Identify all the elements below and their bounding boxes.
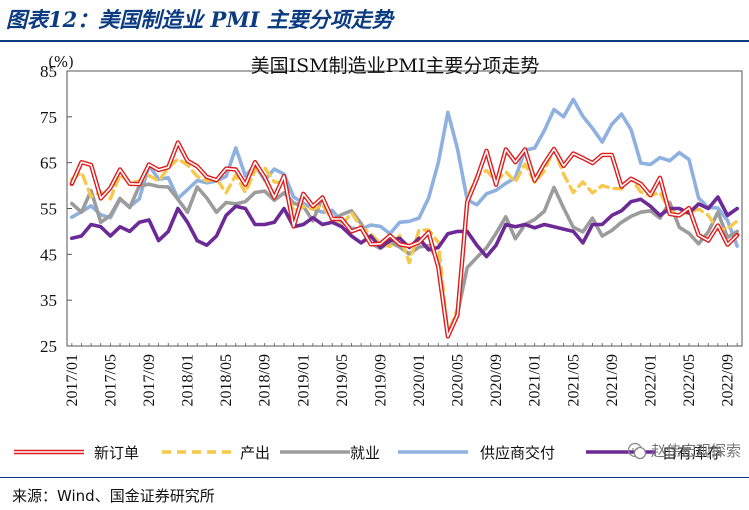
legend-label: 新订单 (94, 444, 139, 462)
legend-label: 供应商交付 (480, 444, 555, 462)
x-tick-label: 2021/05 (565, 354, 582, 406)
legend: 新订单 产出 就业 供应商交付 自有库存 (14, 444, 722, 462)
y-tick-label: 75 (40, 108, 57, 127)
series-line-1-inner (71, 141, 738, 338)
chart: 25 35 45 55 65 75 85 2017/01 2017/05 2017/09 2018/… (14, 53, 743, 462)
x-tick-label: 2018/05 (218, 354, 235, 406)
legend-label: 就业 (350, 444, 380, 462)
series-line-5 (70, 195, 739, 259)
plot-frame (66, 70, 743, 347)
source-divider (0, 477, 749, 478)
series-line-4 (70, 97, 739, 248)
x-tick-label: 2018/01 (180, 354, 197, 406)
x-tick-label: 2022/01 (642, 354, 659, 406)
y-axis-unit: (%) (48, 53, 74, 71)
x-tick-label: 2020/05 (450, 354, 467, 406)
legend-label: 产出 (240, 444, 270, 462)
series-line-3 (70, 182, 739, 337)
x-tick-label: 2017/09 (141, 354, 158, 406)
legend-label: 自有库存 (662, 444, 722, 462)
x-tick-label: 2019/05 (334, 354, 351, 406)
y-tick-label: 45 (40, 245, 57, 264)
x-tick-label: 2018/09 (257, 354, 274, 406)
x-tick-label: 2019/01 (295, 354, 312, 406)
y-tick-label: 65 (40, 154, 57, 173)
title-divider (0, 40, 749, 42)
y-tick-label: 85 (40, 62, 57, 81)
x-tick-label: 2020/01 (411, 354, 428, 406)
series-line-1 (69, 140, 740, 339)
wechat-icon (627, 442, 647, 459)
series-group (69, 97, 740, 339)
y-tick-label: 55 (40, 200, 57, 219)
watermark: 赵伟宏观探索 (627, 440, 741, 461)
x-tick-label: 2017/05 (102, 354, 119, 406)
x-tick-label: 2022/05 (681, 354, 698, 406)
y-tick-label: 35 (40, 291, 57, 310)
watermark-text: 赵伟宏观探索 (650, 442, 741, 460)
x-tick-label: 2019/09 (372, 354, 389, 406)
figure-title: 图表12：美国制造业 PMI 主要分项走势 (6, 7, 393, 32)
source-note: 来源：Wind、国金证券研究所 (12, 487, 215, 505)
axes: 25 35 45 55 65 75 85 2017/01 2017/05 2017/09 2018/… (40, 62, 743, 406)
x-tick-label: 2022/09 (720, 354, 737, 406)
x-tick-label: 2017/01 (64, 354, 81, 406)
x-tick-label: 2020/09 (488, 354, 505, 406)
y-tick-label: 25 (40, 337, 57, 356)
x-tick-label: 2021/01 (527, 354, 544, 406)
chart-title: 美国ISM制造业PMI主要分项走势 (251, 55, 540, 77)
x-tick-label: 2021/09 (604, 354, 621, 406)
